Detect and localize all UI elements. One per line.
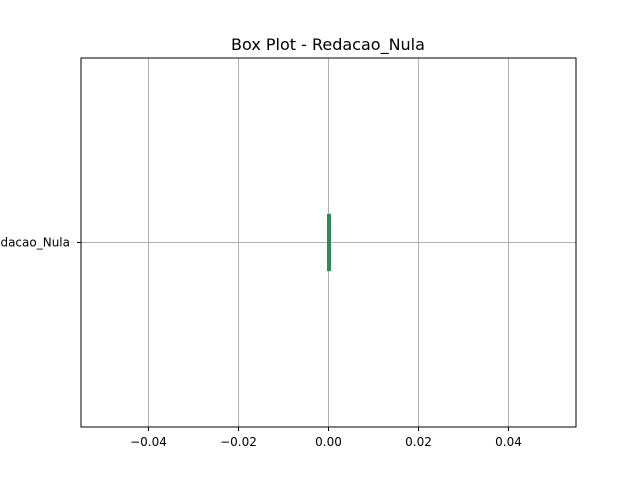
x-axis-ticks: −0.04 −0.02 0.00 0.02 0.04: [130, 427, 522, 449]
chart-title: Box Plot - Redacao_Nula: [231, 35, 425, 55]
y-axis-ticks: Redacao_Nula: [0, 236, 81, 250]
box-marks: [327, 213, 331, 272]
x-tick-label: −0.04: [130, 435, 167, 449]
x-tick-label: 0.04: [495, 435, 522, 449]
x-tick-label: −0.02: [220, 435, 257, 449]
y-tick-label: Redacao_Nula: [0, 236, 70, 250]
x-tick-label: 0.02: [405, 435, 432, 449]
x-tick-label: 0.00: [315, 435, 342, 449]
